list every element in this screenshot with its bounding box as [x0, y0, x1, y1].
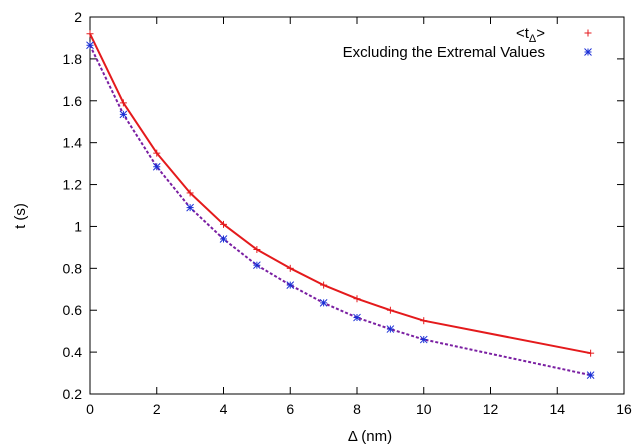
x-tick-label: 0 — [86, 401, 94, 417]
y-tick-label: 1 — [74, 218, 82, 234]
marker-stroke — [319, 299, 328, 307]
data-point — [119, 110, 128, 119]
data-point — [86, 41, 94, 50]
marker-stroke — [186, 203, 194, 212]
legend-marker — [584, 29, 592, 37]
data-point — [286, 281, 295, 289]
x-tick-label: 8 — [353, 401, 361, 417]
data-point — [353, 295, 361, 303]
data-point — [152, 162, 161, 171]
marker-stroke — [286, 281, 295, 289]
plot-area — [86, 30, 595, 380]
data-point — [319, 299, 328, 307]
y-tick-label: 2 — [74, 9, 82, 25]
x-tick-label: 12 — [483, 401, 499, 417]
x-tick-label: 16 — [616, 401, 632, 417]
legend-label: Excluding the Extremal Values — [343, 44, 545, 61]
x-tick-label: 2 — [153, 401, 161, 417]
data-point — [253, 245, 261, 253]
y-tick-label: 0.6 — [63, 302, 83, 318]
marker-stroke — [253, 261, 261, 270]
y-tick-label: 1.4 — [63, 135, 83, 151]
y-tick-label: 0.8 — [63, 260, 83, 276]
data-point — [86, 30, 94, 38]
x-tick-label: 14 — [549, 401, 565, 417]
series-2 — [86, 41, 595, 380]
marker-stroke — [584, 48, 592, 56]
data-point — [286, 264, 294, 272]
series-2-line — [89, 44, 591, 377]
data-point — [320, 281, 328, 289]
data-point — [253, 261, 261, 270]
y-axis-label: t (s) — [12, 203, 29, 229]
x-axis: 0 2 4 6 8 10 12 14 16 — [86, 17, 632, 417]
marker-stroke — [86, 41, 94, 50]
marker-stroke — [152, 162, 161, 171]
y-axis: 0.2 0.4 0.6 0.8 1 1.2 1.4 1.6 1.8 2 — [63, 9, 624, 402]
data-point — [353, 313, 361, 322]
marker-stroke — [386, 325, 395, 333]
data-point — [386, 306, 394, 314]
legend-entry-2: Excluding the Extremal Values — [343, 44, 592, 61]
marker-stroke — [353, 313, 361, 322]
y-tick-label: 0.4 — [63, 344, 83, 360]
x-axis-label: Δ (nm) — [348, 428, 392, 445]
plot-frame — [89, 16, 625, 395]
data-point — [587, 349, 595, 357]
marker-stroke — [419, 335, 428, 344]
y-tick-label: 1.6 — [63, 93, 83, 109]
data-point — [586, 371, 595, 380]
series-1 — [86, 30, 595, 357]
legend-label: <tΔ> — [516, 25, 545, 45]
data-point — [153, 149, 161, 157]
data-point — [419, 335, 428, 344]
series-1-line — [89, 33, 591, 355]
plot-border — [89, 16, 625, 395]
y-tick-label: 1.2 — [63, 177, 83, 193]
data-point — [119, 99, 127, 107]
marker-stroke — [586, 371, 595, 380]
y-tick-label: 1.8 — [63, 51, 83, 67]
data-point — [220, 220, 227, 228]
data-point — [386, 325, 395, 333]
y-tick-label: 0.2 — [63, 386, 83, 402]
data-point — [186, 189, 194, 197]
data-point — [219, 235, 228, 243]
x-tick-label: 6 — [286, 401, 294, 417]
legend-entry-1: <tΔ> — [516, 25, 592, 45]
marker-stroke — [119, 110, 128, 119]
legend: <tΔ>Excluding the Extremal Values — [343, 25, 592, 61]
legend-marker — [584, 48, 592, 56]
data-point — [420, 317, 428, 325]
x-tick-label: 10 — [416, 401, 432, 417]
x-tick-label: 4 — [220, 401, 228, 417]
marker-stroke — [219, 235, 228, 243]
data-point — [186, 203, 194, 212]
